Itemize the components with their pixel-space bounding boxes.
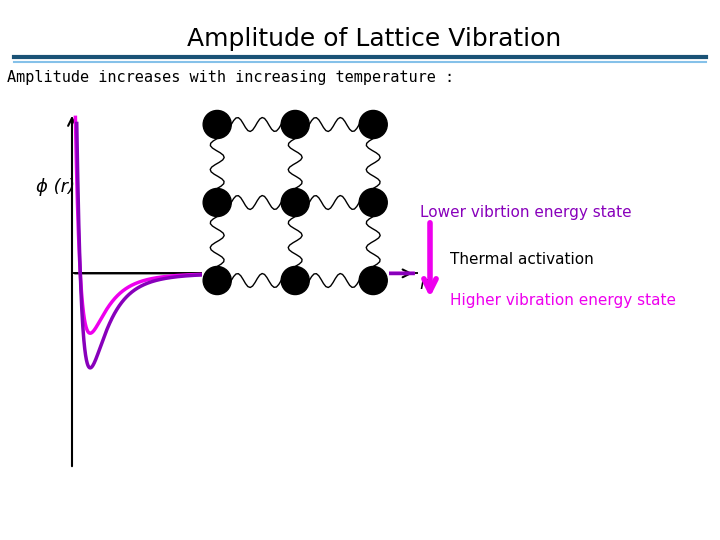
Text: Amplitude increases with increasing temperature :: Amplitude increases with increasing temp… (7, 70, 454, 85)
Circle shape (281, 188, 310, 217)
Text: Higher vibration energy state: Higher vibration energy state (450, 293, 676, 308)
Text: ϕ (r): ϕ (r) (36, 178, 75, 195)
Circle shape (203, 188, 231, 217)
Text: r: r (420, 275, 427, 293)
Circle shape (281, 266, 310, 294)
Circle shape (203, 266, 231, 294)
Text: Amplitude of Lattice Vibration: Amplitude of Lattice Vibration (187, 27, 562, 51)
Circle shape (203, 111, 231, 139)
Circle shape (359, 111, 387, 139)
Text: Lower vibrtion energy state: Lower vibrtion energy state (420, 205, 631, 220)
Circle shape (359, 188, 387, 217)
Circle shape (281, 111, 310, 139)
Text: Thermal activation: Thermal activation (450, 253, 594, 267)
Circle shape (359, 266, 387, 294)
